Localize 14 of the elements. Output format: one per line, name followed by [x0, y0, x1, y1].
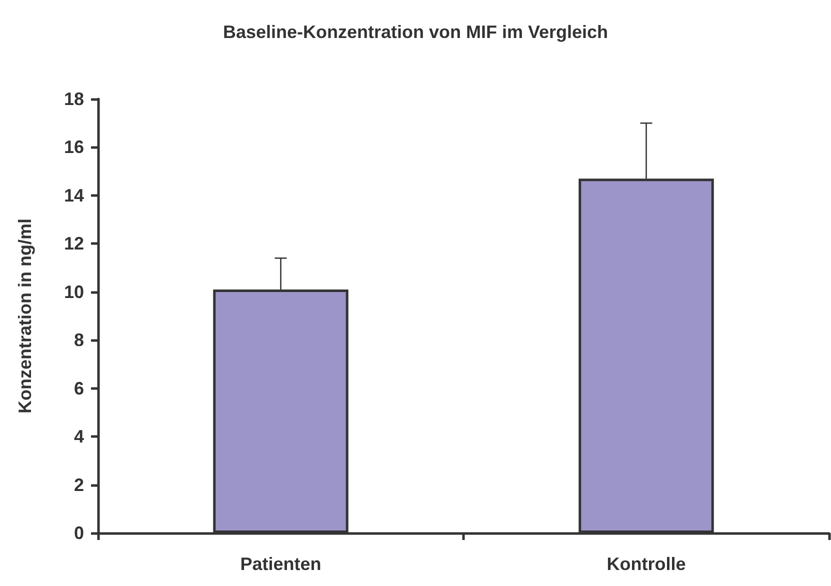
y-tick-label: 6 — [74, 378, 84, 398]
chart-title: Baseline-Konzentration von MIF im Vergleich — [222, 22, 608, 42]
y-tick-label: 8 — [74, 330, 84, 350]
y-tick-label: 2 — [74, 474, 84, 495]
y-tick-label: 14 — [64, 185, 84, 206]
y-tick-label: 0 — [74, 523, 84, 543]
y-tick-label: 4 — [74, 426, 84, 447]
y-axis-title: Konzentration in ng/ml — [15, 218, 35, 414]
y-tick-label: 10 — [64, 282, 84, 302]
y-tick-label: 18 — [64, 89, 84, 109]
y-tick-label: 12 — [64, 234, 84, 254]
x-tick-label: Kontrolle — [606, 554, 686, 574]
y-tick-label: 16 — [64, 137, 84, 158]
x-tick-label: Patienten — [240, 554, 322, 574]
